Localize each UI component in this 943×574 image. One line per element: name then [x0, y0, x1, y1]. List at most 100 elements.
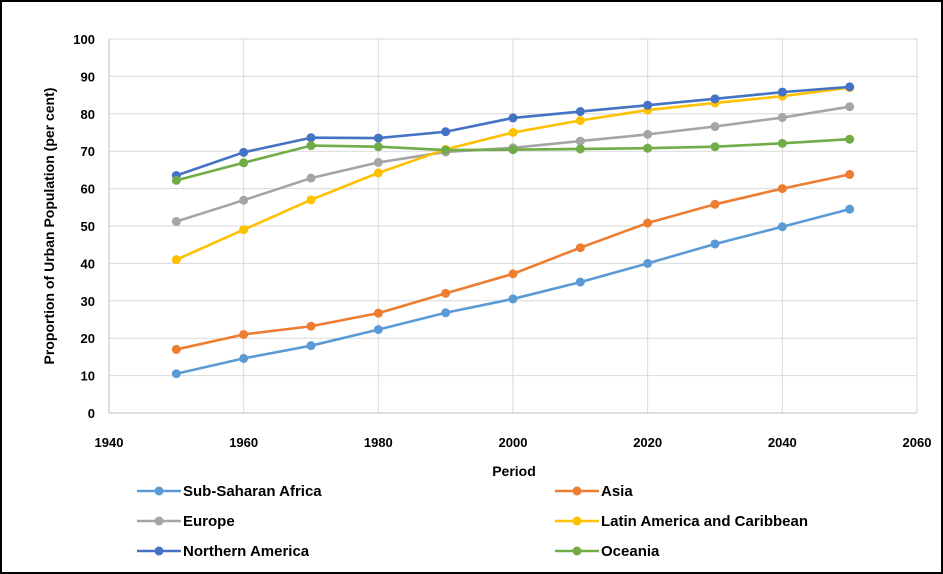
data-point — [575, 136, 585, 146]
y-tick-label: 0 — [88, 406, 95, 421]
y-tick-label: 60 — [81, 182, 95, 197]
legend-item-oceania: Oceania — [555, 543, 660, 560]
legend: Sub-Saharan Africa Asia Europe Latin Americ… — [137, 483, 808, 560]
data-point — [845, 134, 855, 144]
data-point — [441, 127, 451, 137]
data-point — [239, 353, 249, 363]
data-point — [777, 138, 787, 148]
data-point — [441, 145, 451, 155]
series-sub-saharan-africa — [171, 204, 855, 379]
legend-item-latin-america-and-caribbean: Latin America and Caribbean — [555, 513, 808, 530]
data-point — [845, 102, 855, 112]
data-point — [845, 204, 855, 214]
data-point — [239, 147, 249, 157]
y-tick-label: 20 — [81, 331, 95, 346]
y-tick-label: 90 — [81, 69, 95, 84]
y-tick-label: 10 — [81, 369, 95, 384]
data-point — [373, 168, 383, 178]
legend-label: Sub-Saharan Africa — [183, 483, 322, 500]
legend-label: Europe — [183, 513, 235, 530]
y-tick-label: 40 — [81, 256, 95, 271]
legend-marker — [572, 546, 582, 556]
data-point — [239, 329, 249, 339]
data-point — [508, 145, 518, 155]
data-point — [239, 195, 249, 205]
data-point — [845, 169, 855, 179]
data-point — [306, 195, 316, 205]
legend-item-asia: Asia — [555, 483, 633, 500]
y-axis-title: Proportion of Urban Population (per cent… — [41, 88, 57, 365]
data-point — [373, 308, 383, 318]
legend-marker — [154, 516, 164, 526]
data-point — [575, 107, 585, 117]
data-point — [710, 122, 720, 132]
data-point — [239, 225, 249, 235]
series-lines — [171, 82, 855, 379]
data-point — [710, 94, 720, 104]
data-point — [306, 341, 316, 351]
data-point — [777, 87, 787, 97]
x-tick-label: 1980 — [364, 435, 393, 450]
data-point — [643, 143, 653, 153]
data-point — [306, 141, 316, 151]
legend-marker — [154, 486, 164, 496]
data-point — [373, 142, 383, 152]
data-point — [643, 129, 653, 139]
data-point — [508, 113, 518, 123]
legend-item-sub-saharan-africa: Sub-Saharan Africa — [137, 483, 322, 500]
data-point — [643, 100, 653, 110]
data-point — [171, 217, 181, 227]
legend-label: Asia — [601, 483, 633, 500]
data-point — [575, 144, 585, 154]
y-tick-label: 100 — [73, 32, 95, 47]
axes — [108, 39, 917, 414]
data-point — [508, 294, 518, 304]
x-tick-label: 2060 — [903, 435, 932, 450]
data-point — [373, 325, 383, 335]
y-tick-label: 70 — [81, 144, 95, 159]
data-point — [441, 288, 451, 298]
data-point — [306, 321, 316, 331]
data-point — [508, 269, 518, 279]
legend-item-northern-america: Northern America — [137, 543, 310, 560]
x-axis-title: Period — [492, 463, 536, 479]
series-oceania — [171, 134, 855, 185]
data-point — [575, 277, 585, 287]
data-point — [239, 158, 249, 168]
data-point — [710, 142, 720, 152]
data-point — [373, 133, 383, 143]
data-point — [777, 184, 787, 194]
data-point — [710, 199, 720, 209]
data-point — [845, 82, 855, 92]
data-point — [171, 369, 181, 379]
x-tick-label: 2000 — [499, 435, 528, 450]
legend-item-europe: Europe — [137, 513, 235, 530]
legend-label: Northern America — [183, 543, 310, 560]
legend-label: Latin America and Caribbean — [601, 513, 808, 530]
x-tick-label: 1940 — [95, 435, 124, 450]
x-tick-label: 2020 — [633, 435, 662, 450]
x-tick-label: 1960 — [229, 435, 258, 450]
legend-marker — [154, 546, 164, 556]
data-point — [441, 308, 451, 318]
y-tick-label: 80 — [81, 107, 95, 122]
data-point — [643, 258, 653, 268]
legend-marker — [572, 486, 582, 496]
y-tick-label: 30 — [81, 294, 95, 309]
data-point — [171, 255, 181, 265]
series-northern-america — [171, 82, 855, 181]
data-point — [373, 157, 383, 167]
data-point — [777, 113, 787, 123]
data-point — [306, 173, 316, 183]
legend-marker — [572, 516, 582, 526]
x-tick-label: 2040 — [768, 435, 797, 450]
legend-label: Oceania — [601, 543, 660, 560]
data-point — [508, 128, 518, 137]
data-point — [306, 133, 316, 143]
data-point — [710, 239, 720, 249]
data-point — [575, 116, 585, 126]
y-tick-label: 50 — [81, 219, 95, 234]
data-point — [777, 222, 787, 232]
